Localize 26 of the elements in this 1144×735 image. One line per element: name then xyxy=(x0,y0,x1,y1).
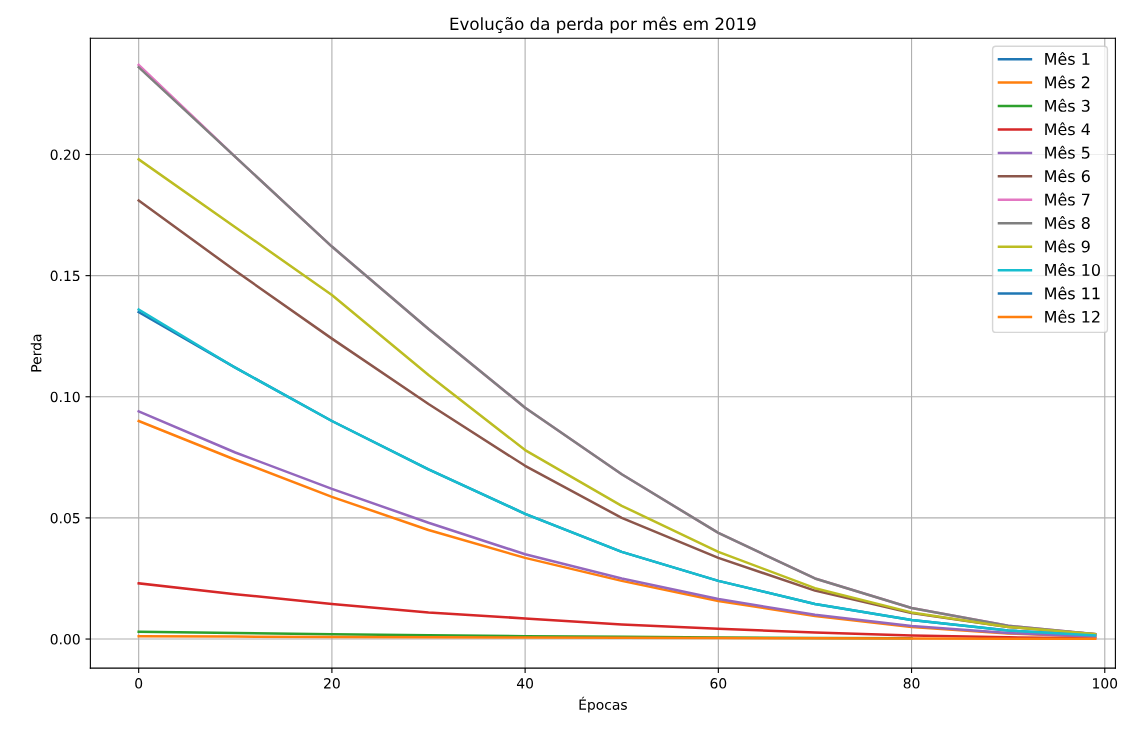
legend-label: Mês 12 xyxy=(1045,309,1100,323)
legend-label: Mês 6 xyxy=(1045,169,1090,183)
x-tick-label: 100 xyxy=(1093,678,1118,689)
x-tick-label: 40 xyxy=(516,678,534,689)
y-axis-title: Perda xyxy=(30,334,42,372)
y-tick-label: 0.00 xyxy=(50,634,80,645)
x-tick-label: 80 xyxy=(903,678,920,689)
x-tick-label: 60 xyxy=(710,678,727,689)
legend-label: Mês 1 xyxy=(1045,51,1090,65)
x-tick-label: 0 xyxy=(135,678,143,689)
y-tick-label: 0.20 xyxy=(50,149,80,160)
legend-label: Mês 11 xyxy=(1045,286,1100,300)
legend-label: Mês 8 xyxy=(1045,216,1090,230)
y-tick-label: 0.15 xyxy=(50,270,80,282)
chart-title: Evolução da perda por mês em 2019 xyxy=(450,16,756,34)
legend-label: Mês 5 xyxy=(1045,145,1090,159)
x-axis-title: Épocas xyxy=(579,696,627,713)
legend-label: Mês 9 xyxy=(1045,239,1090,253)
legend-label: Mês 3 xyxy=(1045,98,1090,112)
legend-label: Mês 7 xyxy=(1045,192,1090,206)
legend-label: Mês 2 xyxy=(1045,75,1090,89)
legend-label: Mês 10 xyxy=(1045,262,1100,276)
x-tick-label: 20 xyxy=(324,678,340,689)
legend-label: Mês 4 xyxy=(1045,122,1090,136)
y-tick-label: 0.05 xyxy=(50,512,80,524)
y-tick-label: 0.10 xyxy=(50,391,80,403)
